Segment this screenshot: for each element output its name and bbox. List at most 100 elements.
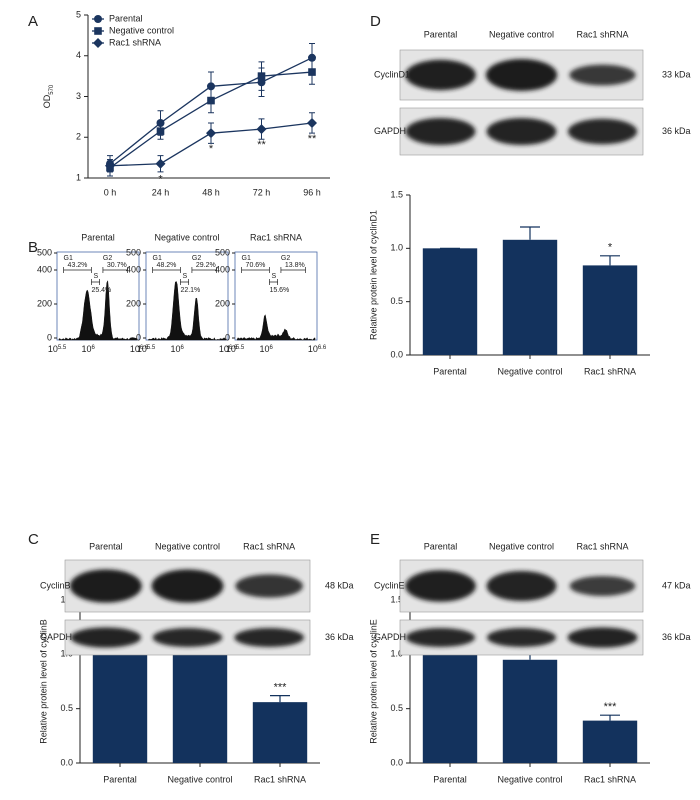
- panel-letter: B: [28, 239, 38, 256]
- y-tick-label: 0.5: [390, 296, 403, 306]
- blot-band: [486, 571, 557, 601]
- gate-name: S: [93, 273, 98, 280]
- lane-label: Parental: [424, 29, 458, 39]
- blot-band: [405, 627, 476, 648]
- y-tick-label: 0: [225, 332, 230, 342]
- size-label: 36 kDa: [325, 632, 354, 642]
- marker: [207, 96, 215, 105]
- marker: [93, 38, 103, 48]
- x-tick-base: 10: [48, 344, 58, 354]
- lane-label: Rac1 shRNA: [243, 541, 295, 551]
- histogram-title: Parental: [81, 232, 115, 242]
- bar: [502, 239, 558, 355]
- marker: [94, 15, 102, 23]
- bar: [172, 636, 228, 763]
- blot-band: [405, 570, 476, 602]
- size-label: 33 kDa: [662, 69, 691, 79]
- y-tick-label: 200: [215, 298, 230, 308]
- panel-letter: E: [370, 531, 380, 548]
- y-tick-label: 3: [76, 91, 81, 101]
- x-tick-exp: 5.5: [147, 345, 156, 351]
- histogram-title: Rac1 shRNA: [250, 232, 302, 242]
- y-tick-label: 0: [47, 332, 52, 342]
- gate-name: G2: [192, 255, 201, 262]
- protein-label: CyclinD1: [374, 69, 410, 79]
- gate-name: G1: [64, 255, 73, 262]
- x-tick-label: 106: [259, 344, 273, 354]
- x-tick-label: 0 h: [104, 187, 117, 197]
- size-label: 36 kDa: [662, 632, 691, 642]
- gate-bracket: [91, 279, 100, 285]
- error-bar: [520, 226, 540, 240]
- x-tick-label: Rac1 shRNA: [254, 774, 306, 784]
- x-tick-label: Rac1 shRNA: [584, 774, 636, 784]
- error-bar: [270, 695, 290, 703]
- blot-band: [567, 118, 638, 145]
- gate-percent: 25.4%: [91, 287, 111, 294]
- gate-bracket: [152, 267, 181, 273]
- gate-bracket: [102, 267, 128, 273]
- gate-bracket: [269, 279, 278, 285]
- histogram: [147, 280, 227, 341]
- x-tick-label: 96 h: [303, 187, 321, 197]
- gate-bracket: [191, 267, 217, 273]
- x-tick-base: 10: [130, 344, 140, 354]
- lane-label: Negative control: [155, 541, 220, 551]
- x-tick-exp: 6: [180, 345, 184, 351]
- size-label: 47 kDa: [662, 580, 691, 590]
- marker: [105, 160, 115, 171]
- y-axis-label: Relative protein level of cyclinE: [368, 619, 378, 744]
- bar: [422, 248, 478, 355]
- bar: [582, 720, 638, 763]
- blot-band: [569, 64, 636, 86]
- error-bar: [600, 255, 620, 266]
- marker: [94, 27, 102, 35]
- y-tick-label: 400: [126, 264, 141, 274]
- y-tick-label: 4: [76, 50, 81, 60]
- x-tick-label: 106.6: [219, 344, 238, 354]
- significance: **: [308, 133, 317, 145]
- y-axis-label: OD570: [42, 84, 54, 108]
- y-tick-label: 1.0: [390, 243, 403, 253]
- significance: *: [608, 242, 613, 254]
- histogram: [236, 314, 316, 341]
- y-tick-label: 200: [37, 298, 52, 308]
- x-tick-base: 10: [219, 344, 229, 354]
- blot-band: [485, 59, 558, 91]
- y-axis-label: Relative protein level of cyclinB: [38, 619, 48, 744]
- y-tick-label: 5: [76, 9, 81, 19]
- y-tick-label: 0.5: [60, 703, 73, 713]
- lane-label: Negative control: [489, 541, 554, 551]
- lane-label: Parental: [424, 541, 458, 551]
- bar: [422, 654, 478, 763]
- bar: [92, 654, 148, 763]
- gate-percent: 70.6%: [246, 262, 266, 269]
- x-tick-base: 10: [137, 344, 147, 354]
- blot-band: [69, 569, 142, 603]
- y-tick-label: 0.0: [390, 349, 403, 359]
- legend-label: Parental: [109, 13, 143, 23]
- x-tick-label: Parental: [103, 774, 137, 784]
- marker: [307, 117, 317, 128]
- significance: *: [209, 143, 214, 155]
- gate-percent: 43.2%: [68, 262, 88, 269]
- y-tick-label: 400: [215, 264, 230, 274]
- blot-band: [569, 576, 636, 596]
- error-bar: [600, 714, 620, 721]
- marker: [156, 127, 165, 135]
- panel-letter: D: [370, 13, 381, 30]
- marker: [308, 68, 316, 76]
- protein-label: CyclinB: [40, 580, 71, 590]
- x-tick-label: Parental: [433, 774, 467, 784]
- legend-label: Rac1 shRNA: [109, 37, 161, 47]
- blot-band: [235, 574, 303, 598]
- x-tick-label: Negative control: [167, 774, 232, 784]
- x-tick-label: Negative control: [497, 774, 562, 784]
- lane-label: Parental: [89, 541, 123, 551]
- x-tick-base: 10: [226, 344, 236, 354]
- x-tick-label: 106.6: [308, 344, 327, 354]
- blot-band: [70, 627, 142, 648]
- histogram: [58, 279, 138, 341]
- y-tick-label: 1.0: [390, 649, 403, 659]
- y-tick-label: 500: [37, 247, 52, 257]
